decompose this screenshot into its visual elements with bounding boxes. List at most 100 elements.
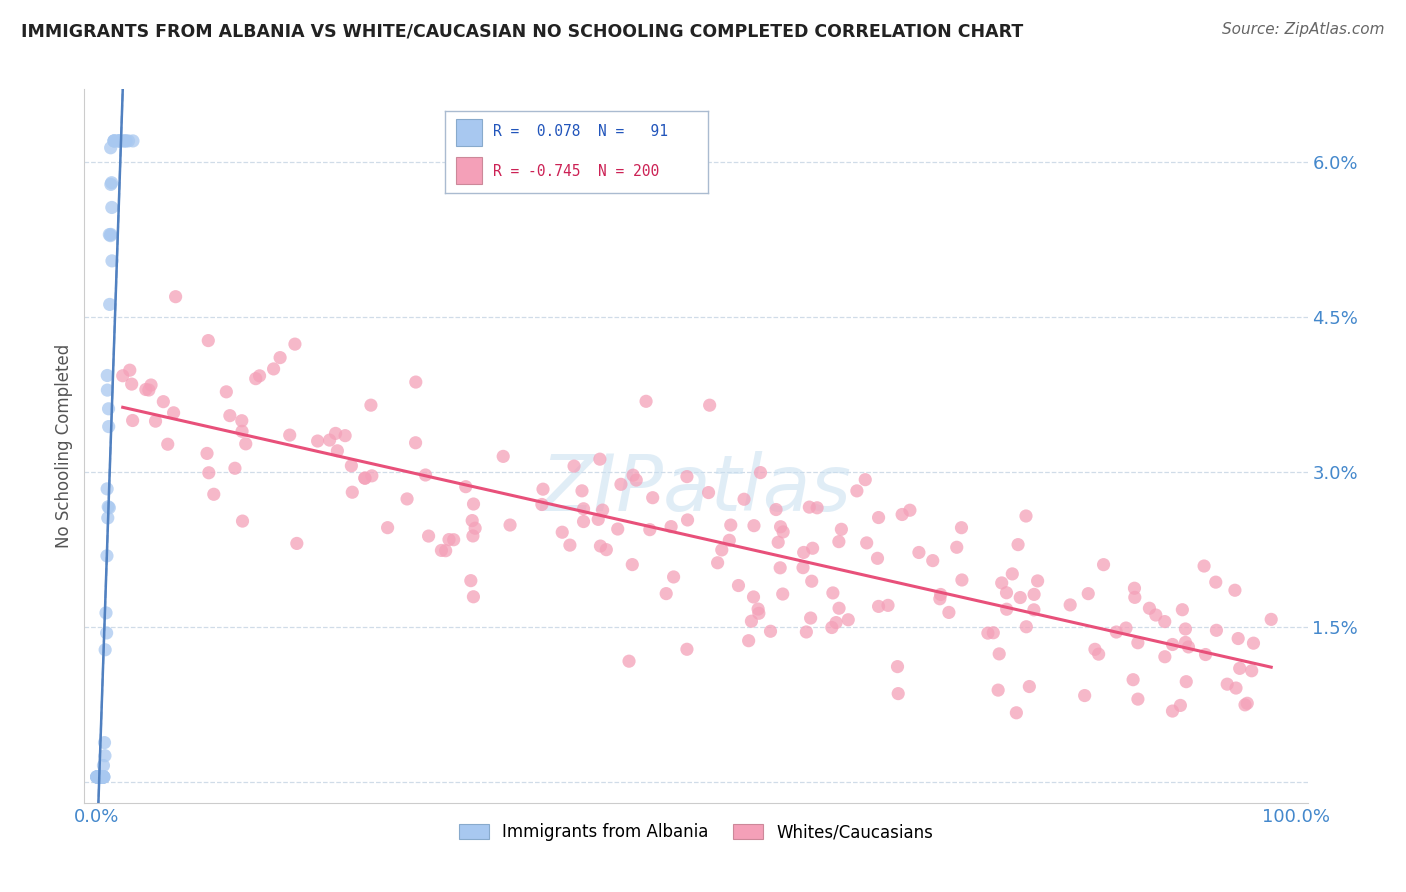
Point: [87, 770, 110, 784]
Point: [921, 553, 943, 567]
Point: [156, 437, 179, 451]
Point: [928, 591, 950, 606]
Point: [1092, 558, 1115, 572]
Point: [98, 500, 121, 515]
Point: [162, 406, 184, 420]
Point: [499, 518, 522, 533]
Point: [218, 409, 240, 423]
Point: [492, 450, 515, 464]
Point: [1001, 566, 1024, 581]
Point: [89, 770, 111, 784]
Point: [531, 482, 554, 496]
Point: [1174, 622, 1197, 636]
Point: [89, 770, 111, 784]
Point: [806, 500, 828, 515]
Point: [772, 524, 794, 539]
Point: [825, 615, 848, 630]
Point: [117, 134, 139, 148]
Point: [91, 770, 114, 784]
Point: [1170, 698, 1192, 713]
Point: [96, 626, 118, 640]
Point: [769, 561, 792, 575]
Point: [96, 383, 118, 397]
Point: [197, 334, 219, 348]
Point: [91, 770, 114, 784]
Point: [135, 383, 157, 397]
Point: [828, 601, 851, 615]
Point: [415, 468, 437, 483]
Point: [91, 770, 114, 784]
Point: [742, 518, 765, 533]
Point: [799, 500, 821, 515]
Point: [1171, 603, 1194, 617]
Point: [405, 375, 427, 389]
Point: [97, 511, 120, 525]
Point: [198, 466, 221, 480]
Point: [100, 176, 122, 190]
Point: [326, 443, 349, 458]
Point: [981, 625, 1004, 640]
Point: [396, 491, 419, 506]
Point: [610, 477, 633, 491]
Point: [800, 574, 823, 589]
Point: [828, 534, 851, 549]
Point: [86, 770, 108, 784]
Point: [249, 368, 271, 383]
Point: [231, 425, 253, 439]
Point: [1153, 649, 1175, 664]
Point: [460, 574, 482, 588]
Point: [434, 543, 457, 558]
Point: [90, 770, 112, 784]
Point: [93, 770, 115, 784]
Point: [101, 201, 124, 215]
Point: [87, 770, 110, 784]
Point: [1126, 636, 1149, 650]
Point: [749, 466, 772, 480]
Point: [796, 624, 818, 639]
Point: [845, 483, 868, 498]
Point: [772, 587, 794, 601]
Point: [1227, 632, 1250, 646]
Point: [855, 536, 877, 550]
Point: [90, 770, 112, 784]
Point: [418, 529, 440, 543]
Point: [202, 487, 225, 501]
Point: [90, 770, 112, 784]
Point: [87, 770, 110, 784]
Point: [360, 398, 382, 412]
Point: [278, 428, 301, 442]
Point: [91, 770, 114, 784]
Point: [103, 134, 125, 148]
Point: [93, 770, 115, 784]
Point: [86, 770, 108, 784]
Point: [558, 538, 581, 552]
Point: [1240, 664, 1263, 678]
Point: [263, 362, 285, 376]
Point: [742, 590, 765, 604]
Point: [995, 586, 1018, 600]
Point: [891, 508, 914, 522]
Point: [90, 770, 112, 784]
Point: [945, 541, 967, 555]
Point: [93, 770, 115, 784]
Point: [285, 536, 308, 550]
Point: [929, 587, 952, 601]
Point: [697, 485, 720, 500]
Point: [100, 227, 122, 242]
Point: [727, 578, 749, 592]
Point: [1174, 635, 1197, 649]
Point: [1236, 696, 1258, 710]
Point: [592, 503, 614, 517]
Point: [530, 498, 553, 512]
Point: [621, 558, 644, 572]
Point: [1015, 508, 1038, 523]
Point: [87, 770, 110, 784]
Point: [699, 398, 721, 412]
Point: [96, 549, 118, 563]
Point: [94, 606, 117, 620]
Point: [606, 522, 628, 536]
Point: [325, 426, 347, 441]
Point: [224, 461, 246, 475]
Point: [93, 770, 115, 784]
Point: [572, 515, 595, 529]
